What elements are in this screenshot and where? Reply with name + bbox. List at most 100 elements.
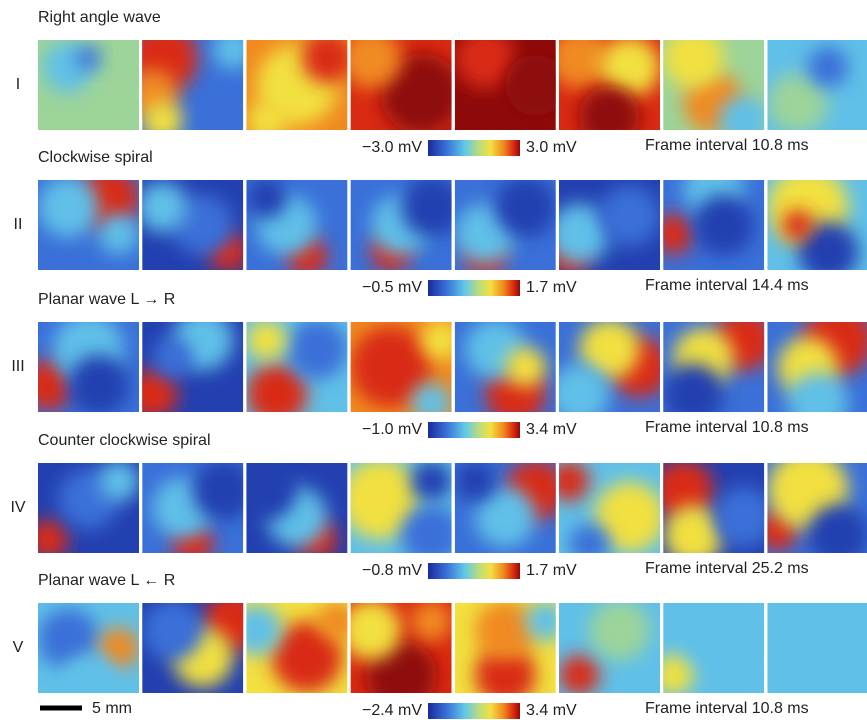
heatmap-frame	[38, 40, 149, 142]
heat-blob	[569, 524, 609, 564]
heat-blob	[559, 655, 599, 695]
heat-blob	[401, 505, 462, 566]
heat-blob	[411, 461, 451, 501]
heat-blob	[411, 601, 451, 641]
heatmap-frame	[549, 180, 660, 277]
heatmap-frame	[38, 168, 139, 270]
frame-interval: Frame interval 14.4 ms	[645, 277, 809, 294]
scale-min: −0.5 mV	[362, 279, 422, 296]
heat-blob	[808, 47, 848, 87]
row-title: Planar wave L ← R	[38, 572, 175, 589]
heatmap-frame	[559, 600, 660, 696]
heat-blob	[236, 460, 297, 521]
scale-min: −2.4 mV	[362, 702, 422, 719]
heat-blob	[341, 28, 402, 89]
heatmap-frame	[341, 28, 462, 135]
heat-blob	[663, 28, 724, 89]
heat-blob	[714, 487, 775, 548]
scale-max: 1.7 mV	[526, 562, 577, 579]
heat-blob	[505, 55, 566, 116]
heatmap-frame	[549, 28, 660, 147]
heat-blob	[341, 600, 402, 661]
heatmap-frame	[663, 310, 774, 425]
heatmap-frame	[351, 320, 462, 423]
frame-interval: Frame interval 10.8 ms	[645, 419, 809, 436]
heatmap-frame	[549, 461, 665, 564]
heatmap-frame	[455, 319, 556, 425]
heat-blob	[246, 364, 307, 425]
heat-blob	[68, 355, 129, 416]
scale-min: −1.0 mV	[362, 421, 422, 438]
heatmap-frame	[767, 305, 867, 434]
heatmap-frame	[549, 319, 670, 425]
row-label: IV	[10, 499, 25, 516]
heatmap-frame	[767, 40, 867, 133]
heatmap-frame	[351, 177, 462, 273]
heat-blob	[89, 82, 150, 143]
heat-blob	[788, 618, 849, 679]
color-bar	[428, 422, 520, 438]
heat-blob	[475, 600, 536, 661]
color-bar	[428, 563, 520, 579]
heatmap-frame	[653, 460, 774, 566]
heat-blob	[694, 195, 755, 256]
frame-interval: Frame interval 25.2 ms	[645, 560, 809, 577]
row-label: V	[13, 639, 24, 656]
heatmap-frame	[653, 159, 764, 270]
row-title: Clockwise spiral	[38, 149, 153, 166]
heatmap-frame	[341, 459, 462, 566]
heatmap-frame	[127, 23, 253, 142]
heat-blob	[99, 214, 139, 254]
heat-blob	[579, 86, 640, 147]
heatmap-frame	[455, 600, 566, 706]
frame-interval: Frame interval 10.8 ms	[645, 700, 809, 717]
heat-blob	[246, 320, 286, 360]
heatmap-frame	[767, 167, 867, 283]
heat-blob	[302, 33, 353, 84]
heatmap-frame	[246, 178, 347, 277]
row-label: II	[14, 216, 23, 233]
heatmap-frame	[142, 460, 253, 565]
heatmap-frame	[663, 28, 769, 147]
heatmap-frame	[757, 450, 867, 566]
heat-blob	[287, 319, 348, 380]
heat-blob	[599, 186, 660, 247]
heat-blob	[142, 101, 182, 141]
heat-blob	[28, 519, 68, 559]
scale-max: 3.4 mV	[526, 702, 577, 719]
heatmap-frame	[455, 460, 566, 553]
heat-blob	[495, 177, 556, 238]
heat-blob	[246, 178, 286, 218]
heat-blob	[38, 177, 99, 238]
heatmap-frame	[23, 314, 139, 416]
heat-blob	[411, 383, 451, 423]
row-label: III	[11, 358, 24, 375]
heatmap-frame	[341, 600, 452, 711]
heat-blob	[505, 347, 545, 387]
heatmap-frame	[455, 28, 566, 130]
figure: 5 mm Right angle wave I −3.0 mV 3.0 mV Frame…	[0, 0, 867, 720]
heatmap-frame	[653, 603, 764, 695]
scale-bar-label: 5 mm	[92, 700, 132, 717]
scale-min: −3.0 mV	[362, 139, 422, 156]
heat-blob	[808, 505, 867, 566]
frame-interval: Frame interval 10.8 ms	[645, 137, 809, 154]
heat-blob	[193, 460, 254, 521]
row-title: Right angle wave	[38, 9, 161, 26]
heatmap-frame	[236, 460, 347, 560]
scale-max: 3.4 mV	[526, 421, 577, 438]
heatmap-frame	[246, 33, 352, 141]
heatmap-frame	[38, 603, 139, 714]
color-bar	[428, 140, 520, 156]
heatmap-frame	[142, 591, 263, 693]
heatmap-frame	[767, 603, 867, 693]
heat-blob	[246, 101, 286, 141]
color-bar	[428, 280, 520, 296]
row-label: I	[16, 76, 20, 93]
row-title: Counter clockwise spiral	[38, 432, 211, 449]
heat-blob	[99, 461, 139, 501]
heat-blob	[694, 609, 755, 670]
scale-max: 3.0 mV	[526, 139, 577, 156]
color-bar	[428, 703, 520, 719]
heatmap-frame	[246, 319, 347, 425]
